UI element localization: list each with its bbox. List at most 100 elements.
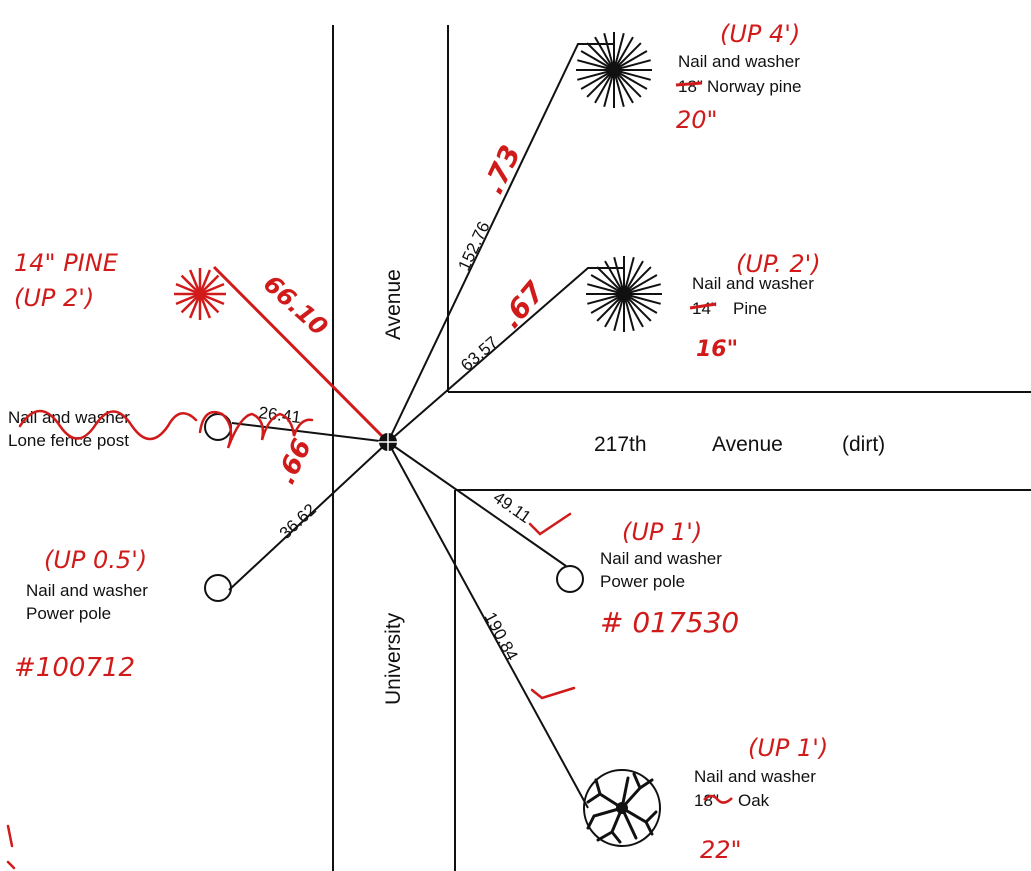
street-label-avenue-217: Avenue: [712, 433, 783, 456]
tree-ray: [613, 69, 625, 107]
tree-ray: [613, 69, 651, 81]
center-point-icon: [378, 432, 398, 452]
tree-ray: [604, 260, 625, 295]
red-up-oak: (UP 1'): [748, 734, 828, 762]
tree-ray: [580, 50, 615, 71]
tree-ray: [623, 266, 652, 295]
tie-line-oak: [387, 441, 589, 809]
svg-text:Oak: Oak: [738, 791, 770, 810]
red-up-pole-west: (UP 0.5'): [44, 546, 147, 574]
red-size-pine: 16": [696, 337, 738, 362]
tree-ray: [594, 36, 615, 71]
ref-pole-west-desc: Nail and washer Power pole: [26, 581, 148, 623]
tie-line-red-pine: [212, 265, 390, 444]
margin-mark: [6, 824, 14, 848]
svg-text:Power pole: Power pole: [26, 604, 111, 623]
tree-ray: [580, 69, 615, 90]
street-label-dirt: (dirt): [842, 433, 885, 456]
power-pole-icon: [204, 574, 232, 602]
street-lines: [332, 25, 1031, 871]
scribble-mark: [198, 410, 314, 449]
check-mark: [528, 512, 572, 536]
tie-line-pine: [387, 267, 624, 443]
red-markup: [6, 409, 576, 870]
tree-ray: [603, 33, 615, 71]
tree-ray: [587, 293, 625, 305]
ref-oak-desc: Nail and washer 18" Oak: [694, 767, 816, 810]
oak-tree-icon: [583, 769, 661, 847]
svg-text:Norway pine: Norway pine: [707, 77, 802, 96]
ref-fence-desc: Nail and washer Lone fence post: [8, 408, 130, 450]
scribble-mark: [18, 409, 198, 441]
tree-center: [194, 288, 206, 300]
tree-ray: [613, 42, 642, 71]
red-up-norway: (UP 4'): [720, 20, 800, 48]
pine-tree-icon: [586, 256, 662, 332]
tree-ray: [603, 69, 615, 107]
tree-ray: [623, 274, 658, 295]
red-size-norway: 20": [676, 106, 718, 134]
tie-line-norway: [387, 43, 614, 443]
tree-ray: [613, 69, 648, 90]
distance-pine: 63.57: [457, 333, 502, 375]
svg-text:Lone fence post: Lone fence post: [8, 431, 129, 450]
street-label-avenue: Avenue: [382, 269, 405, 340]
tree-ray: [613, 59, 651, 71]
ref-pine-desc: Nail and washer 14" Pine: [689, 274, 814, 318]
tree-ray: [613, 33, 625, 71]
street-label-217th: 217th: [594, 433, 647, 456]
tree-ray: [586, 42, 615, 71]
svg-text:Nail and washer: Nail and washer: [694, 767, 816, 786]
tree-center: [619, 289, 629, 299]
tree-ray: [623, 293, 661, 305]
red-tag-pole-east: # 017530: [600, 606, 739, 639]
red-pine-tree-icon: [174, 268, 226, 320]
svg-text:Nail and washer: Nail and washer: [26, 581, 148, 600]
struck-size: 18": [678, 77, 703, 96]
tree-ray: [596, 266, 625, 295]
pine-tree-icon: [576, 32, 652, 108]
margin-mark: [6, 860, 16, 870]
power-pole-icon: [556, 565, 584, 593]
red-dist-pine: .67: [494, 275, 551, 335]
red-label-pine-14: 14" PINE: [14, 249, 119, 277]
tree-ray: [587, 283, 625, 295]
tree-center: [609, 65, 619, 75]
tree-ray: [590, 293, 625, 314]
tree-ray: [586, 69, 615, 98]
tree-ray: [613, 50, 648, 71]
distance-oak: 190.84: [480, 609, 521, 664]
svg-text:Pine: Pine: [733, 299, 767, 318]
tree-ray: [613, 293, 625, 331]
tree-ray: [613, 69, 634, 104]
svg-text:Power pole: Power pole: [600, 572, 685, 591]
red-size-oak: 22": [700, 836, 742, 864]
strike-mark: [689, 302, 717, 310]
svg-text:Nail and washer: Nail and washer: [600, 549, 722, 568]
ref-norway-desc: Nail and washer 18" Norway pine: [675, 52, 802, 96]
tie-line-pole-west: [228, 441, 389, 591]
svg-text:Nail and washer: Nail and washer: [692, 274, 814, 293]
red-dist-norway: .73: [476, 140, 527, 199]
check-mark: [530, 686, 576, 700]
tree-ray: [613, 257, 625, 295]
tree-ray: [590, 274, 625, 295]
tree-ray: [623, 260, 644, 295]
distance-pole-west: 36.62: [276, 500, 320, 543]
tree-ray: [623, 293, 635, 331]
red-tag-pole-west: #100712: [14, 653, 135, 683]
tree-ray: [623, 283, 661, 295]
tie-lines: [228, 43, 624, 809]
svg-text:Nail and washer: Nail and washer: [8, 408, 130, 427]
tree-ray: [613, 69, 642, 98]
tree-ray: [577, 69, 615, 81]
strike-mark: [675, 81, 703, 87]
strike-mark: [703, 794, 733, 804]
ref-pole-east-desc: Nail and washer Power pole: [600, 549, 722, 591]
tree-ray: [577, 59, 615, 71]
tie-line-fence: [231, 422, 389, 443]
tree-ray: [594, 69, 615, 104]
tree-ray: [623, 293, 644, 328]
tree-ray: [596, 293, 625, 322]
